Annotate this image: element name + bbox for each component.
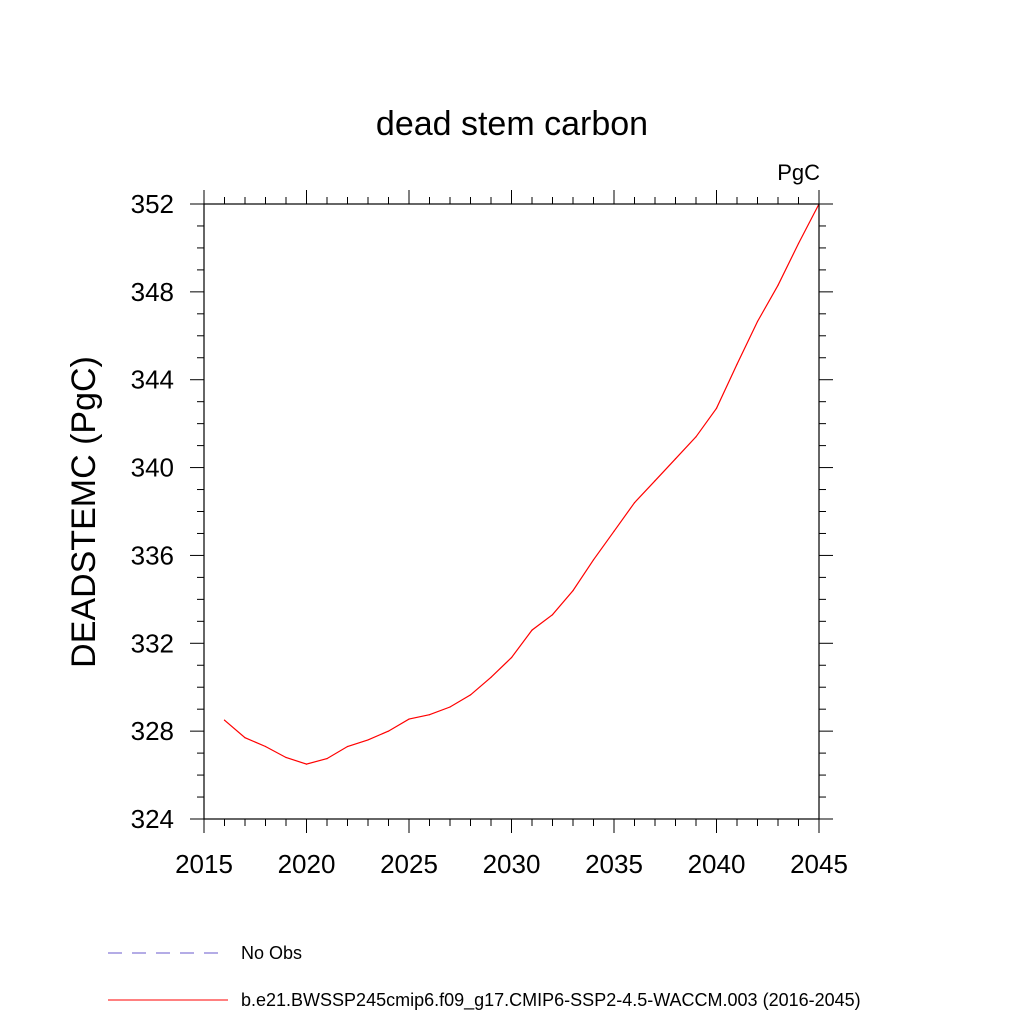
data-point — [797, 242, 800, 245]
data-point — [387, 730, 390, 732]
x-tick-label: 2035 — [585, 849, 643, 879]
y-tick-label: 332 — [131, 628, 174, 658]
data-point — [695, 436, 697, 438]
y-axis-label: DEADSTEMC (PgC) — [65, 356, 103, 668]
data-point — [613, 530, 615, 532]
data-point — [674, 458, 677, 460]
plot-frame — [203, 203, 820, 820]
data-point — [777, 284, 779, 286]
x-tick-label: 2030 — [483, 849, 541, 879]
x-tick-label: 2040 — [688, 849, 746, 879]
axis-ticks — [190, 190, 833, 833]
y-tick-label: 324 — [131, 804, 174, 834]
data-point — [654, 480, 656, 482]
tick-labels: 2015 2020 2025 2030 2035 2040 2045 324 328 332 336… — [131, 189, 848, 879]
legend-label: No Obs — [241, 943, 302, 963]
x-tick-label: 2020 — [278, 849, 336, 879]
data-point — [367, 739, 369, 741]
y-tick-label: 328 — [131, 716, 174, 746]
data-point — [756, 320, 759, 323]
data-point — [346, 745, 349, 748]
data-point — [469, 694, 472, 696]
chart-title: dead stem carbon — [376, 105, 648, 143]
data-point — [449, 706, 451, 708]
series-lines — [223, 203, 820, 765]
units-label: PgC — [777, 160, 820, 185]
data-point — [428, 714, 431, 716]
x-tick-label: 2015 — [175, 849, 233, 879]
x-tick-label: 2025 — [380, 849, 438, 879]
legend: No Obs b.e21.BWSSP245cmip6.f09_g17.CMIP6-… — [108, 943, 861, 1011]
data-point — [592, 559, 595, 561]
data-point — [285, 756, 287, 759]
data-point — [715, 407, 718, 409]
data-point — [572, 589, 574, 592]
y-tick-label: 340 — [131, 453, 174, 483]
data-point — [305, 763, 308, 765]
data-point — [408, 718, 410, 720]
data-point — [223, 719, 226, 721]
data-point — [633, 502, 636, 504]
data-point — [264, 745, 267, 748]
y-tick-label: 352 — [131, 189, 174, 219]
series-line-0 — [224, 203, 820, 765]
data-point — [736, 363, 738, 365]
data-point — [244, 737, 246, 739]
data-point — [490, 676, 492, 678]
data-point — [531, 629, 533, 631]
data-point — [326, 757, 328, 760]
data-point — [510, 656, 513, 659]
data-point — [551, 614, 554, 616]
y-tick-label: 344 — [131, 365, 174, 395]
y-tick-label: 336 — [131, 540, 174, 570]
y-tick-label: 348 — [131, 277, 174, 307]
x-tick-label: 2045 — [790, 849, 848, 879]
legend-label: b.e21.BWSSP245cmip6.f09_g17.CMIP6-SSP2-4… — [241, 990, 861, 1011]
